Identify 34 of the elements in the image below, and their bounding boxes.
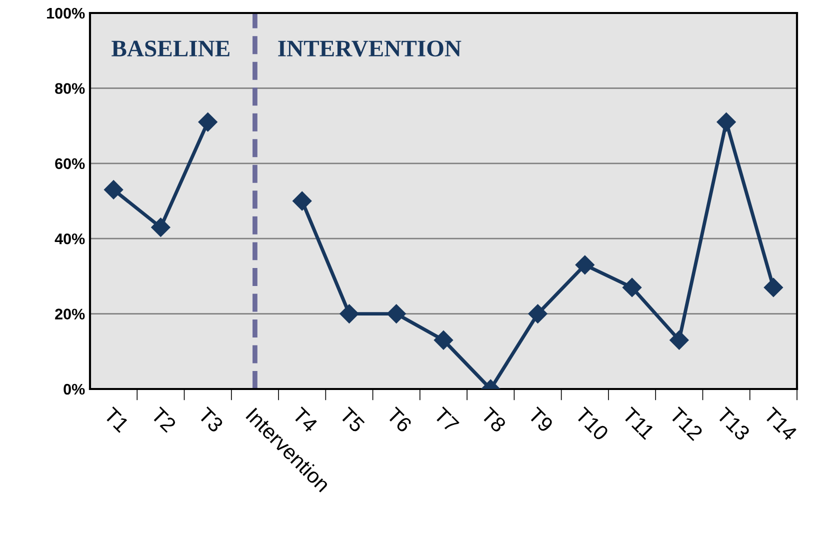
y-tick-label: 0% [64, 384, 85, 395]
x-tick-label: T1 [103, 406, 130, 433]
point [104, 180, 124, 200]
x-tick-label: T8 [480, 406, 507, 434]
x-tick-label: T14 [763, 406, 798, 442]
x-tick-label: T6 [386, 406, 413, 434]
annotation: BASELINE [112, 40, 230, 57]
y-tick-label: 100% [47, 8, 85, 19]
point [386, 304, 406, 324]
x-tick-label: T7 [433, 406, 460, 433]
y-tick-label: 20% [55, 308, 85, 320]
point [622, 278, 642, 298]
y-tick-label: 60% [55, 158, 85, 170]
point [670, 330, 689, 350]
point [292, 191, 312, 211]
y-tick-label: 80% [55, 83, 85, 94]
point [434, 330, 454, 350]
point [151, 218, 170, 237]
x-tick-label: T9 [527, 406, 554, 433]
x-tick-label: T2 [150, 406, 177, 433]
x-tick-label: T10 [574, 406, 610, 442]
x-tick-label: T5 [338, 406, 366, 434]
point [575, 255, 594, 274]
point [764, 278, 783, 298]
point [198, 112, 218, 132]
x-tick-label: T3 [197, 406, 224, 434]
point [528, 304, 548, 324]
annotation: INTERVENTION [278, 40, 462, 57]
x-tick-label: T11 [622, 406, 656, 440]
y-tick-label: 40% [54, 233, 85, 244]
x-tick-label: T12 [668, 406, 704, 441]
point [340, 304, 359, 324]
point [716, 112, 736, 132]
x-tick-label: T13 [716, 406, 751, 442]
